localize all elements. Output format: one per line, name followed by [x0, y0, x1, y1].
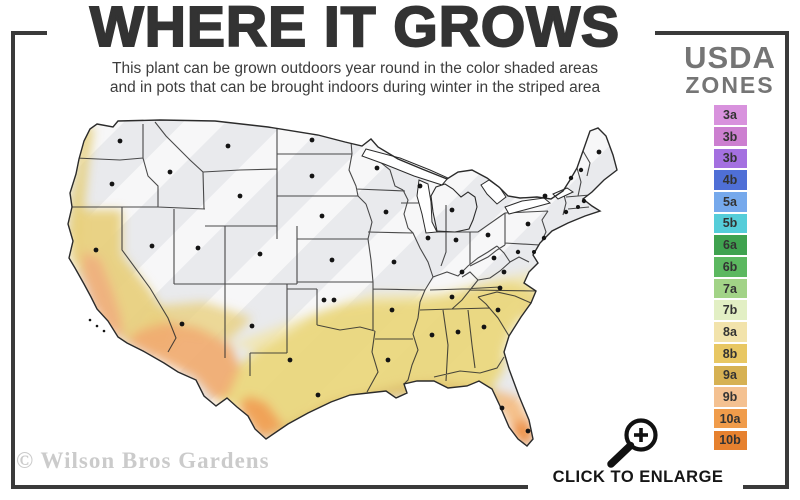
zone-swatch-10a: 10a	[713, 408, 747, 429]
michigan-outline	[430, 183, 478, 233]
zone-swatch-5a: 5a	[713, 192, 747, 212]
state-center-dots	[88, 137, 602, 434]
zone-swatch-3a: 3a	[713, 105, 747, 125]
us-outline	[67, 119, 618, 447]
zone-swatch-9b: 9b	[713, 387, 747, 407]
zone-swatch-8b: 8b	[713, 343, 747, 364]
state-borders	[71, 121, 591, 393]
zone-swatch-7b: 7b	[713, 300, 747, 320]
zone-swatch-10b: 10b	[713, 430, 747, 451]
frame-border-bottom-left-segment	[11, 485, 528, 489]
zone-swatch-3b: 3b	[713, 126, 747, 147]
click-to-enlarge-button[interactable]: CLICK TO ENLARGE	[552, 468, 724, 486]
magnifier-plus-icon[interactable]	[602, 410, 672, 477]
zone-swatch-4b: 4b	[713, 170, 747, 190]
lake-erie	[504, 197, 552, 215]
zone-swatch-7a: 7a	[713, 278, 747, 299]
frame-border-left	[11, 31, 15, 489]
zone-swatch-list: 3a 3b 3b 4b 5a 5b 6a 6b 7a 7b 8a 8b 9a 9b 10a 10b	[664, 105, 796, 451]
page-title: WHERE IT GROWS	[89, 0, 621, 60]
usda-zones-legend: USDA ZONES 3a 3b 3b 4b 5a 5b 6a 6b 7a 7b 8a 8b 9a 9b 1…	[664, 42, 796, 452]
frame-border-top-right-segment	[655, 31, 789, 35]
lake-ontario	[552, 187, 575, 200]
watermark: © Wilson Bros Gardens	[16, 448, 270, 473]
page-subtitle: This plant can be grown outdoors year ro…	[0, 60, 710, 98]
zone-swatch-6a: 6a	[713, 235, 747, 255]
zone-swatch-9a: 9a	[713, 365, 747, 386]
legend-title-zones: ZONES	[685, 72, 775, 98]
zone-swatch-8a: 8a	[713, 322, 747, 342]
zone-swatch-3b: 3b	[713, 148, 747, 169]
subtitle-line-2: and in pots that can be brought indoors …	[109, 78, 601, 96]
frame-border-right	[785, 31, 789, 489]
zone-swatch-6b: 6b	[713, 257, 747, 277]
legend-title-usda: USDA	[684, 40, 776, 75]
frame-border-bottom-right-segment	[743, 485, 789, 489]
subtitle-line-1: This plant can be grown outdoors year ro…	[112, 60, 598, 77]
frame-border-top-left-segment	[11, 31, 47, 35]
zone-swatch-5b: 5b	[713, 213, 747, 234]
lake-michigan	[416, 179, 438, 234]
